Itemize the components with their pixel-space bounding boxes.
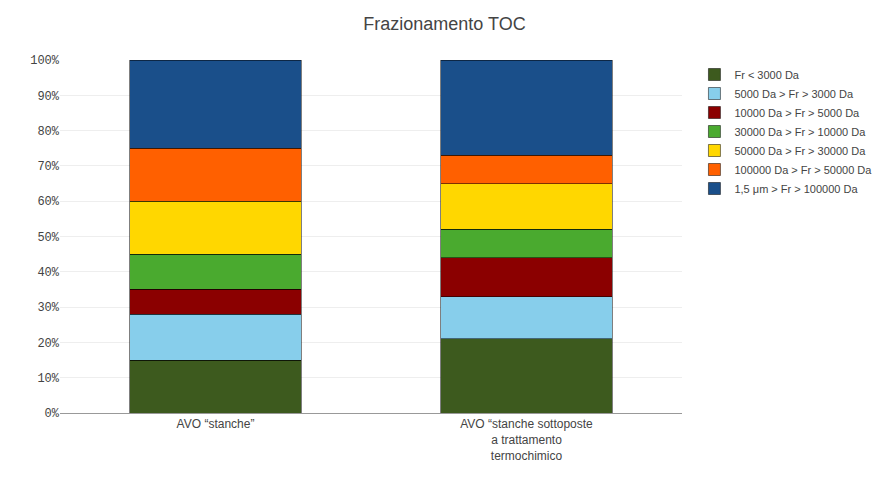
svg-text:50000 Da > Fr > 30000 Da: 50000 Da > Fr > 30000 Da: [734, 145, 866, 157]
svg-text:60%: 60%: [37, 195, 59, 209]
svg-text:30%: 30%: [37, 301, 59, 315]
svg-text:80%: 80%: [37, 125, 59, 139]
svg-text:Fr < 3000 Da: Fr < 3000 Da: [734, 69, 799, 81]
svg-text:30000 Da > Fr > 10000 Da: 30000 Da > Fr > 10000 Da: [734, 126, 866, 138]
svg-text:20%: 20%: [37, 337, 59, 351]
svg-text:100000 Da > Fr > 50000 Da: 100000 Da > Fr > 50000 Da: [734, 164, 872, 176]
svg-text:10000 Da > Fr > 5000 Da: 10000 Da > Fr > 5000 Da: [734, 107, 860, 119]
svg-text:AVO “stanche”: AVO “stanche”: [177, 417, 255, 431]
svg-text:Frazionamento TOC: Frazionamento TOC: [363, 14, 525, 34]
svg-text:70%: 70%: [37, 160, 59, 174]
svg-text:1,5 μm > Fr > 100000 Da: 1,5 μm > Fr > 100000 Da: [734, 183, 858, 195]
svg-text:50%: 50%: [37, 231, 59, 245]
svg-text:AVO “stanche sottopostea tratt: AVO “stanche sottopostea trattamentoterm…: [460, 417, 593, 462]
svg-text:100%: 100%: [30, 54, 60, 68]
svg-text:90%: 90%: [37, 90, 59, 104]
svg-text:40%: 40%: [37, 266, 59, 280]
svg-text:5000 Da > Fr > 3000 Da: 5000 Da > Fr > 3000 Da: [734, 88, 854, 100]
svg-text:10%: 10%: [37, 372, 59, 386]
svg-text:0%: 0%: [45, 407, 60, 421]
